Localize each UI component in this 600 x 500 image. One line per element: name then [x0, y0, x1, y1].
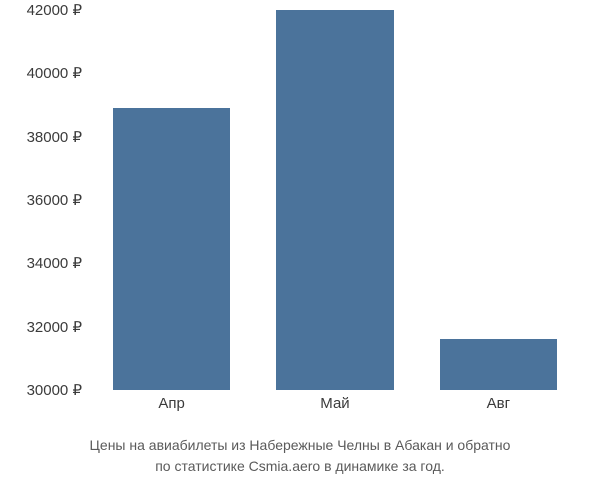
plot-area — [90, 10, 580, 390]
y-tick-label: 42000 ₽ — [27, 1, 82, 19]
bar — [276, 10, 394, 390]
y-tick-label: 34000 ₽ — [27, 254, 82, 272]
bar — [440, 339, 558, 390]
x-axis: Апр Май Авг — [90, 395, 580, 419]
x-tick-label: Апр — [158, 395, 184, 412]
caption-line-1: Цены на авиабилеты из Набережные Челны в… — [90, 437, 511, 453]
caption-line-2: по статистике Csmia.aero в динамике за г… — [155, 458, 445, 474]
bar — [113, 108, 231, 390]
y-tick-label: 38000 ₽ — [27, 128, 82, 146]
x-tick-label: Авг — [487, 395, 510, 412]
chart-caption: Цены на авиабилеты из Набережные Челны в… — [0, 435, 600, 477]
y-tick-label: 32000 ₽ — [27, 318, 82, 336]
x-tick-label: Май — [320, 395, 349, 412]
y-tick-label: 40000 ₽ — [27, 64, 82, 82]
y-axis: 30000 ₽32000 ₽34000 ₽36000 ₽38000 ₽40000… — [0, 10, 90, 390]
y-tick-label: 30000 ₽ — [27, 381, 82, 399]
y-tick-label: 36000 ₽ — [27, 191, 82, 209]
price-bar-chart: 30000 ₽ 32000 ₽ 34000 ₽ 36000 ₽ 38000 ₽ 40000… — [0, 0, 600, 420]
